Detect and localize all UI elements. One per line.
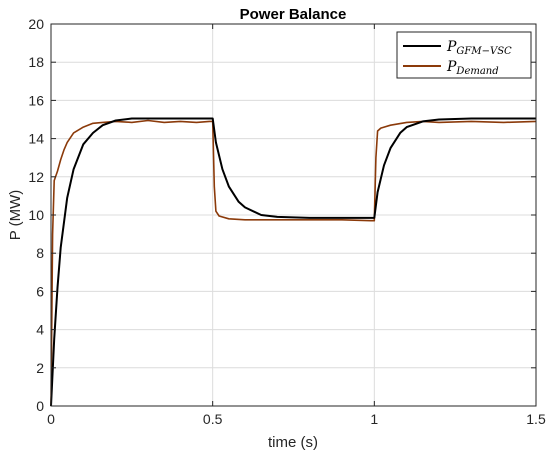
plot-area	[50, 117, 537, 407]
gfm-vsc-series-line	[50, 117, 536, 407]
chart-title: Power Balance	[240, 6, 347, 23]
x-tick-label: 1.5	[526, 411, 546, 427]
y-tick-label: 16	[28, 92, 44, 108]
y-tick-label: 12	[28, 169, 44, 185]
ticks: 0 0.5 1 1.5 0 2 4 6 8 10 12 14 16 18 20	[28, 16, 546, 427]
y-tick-label: 6	[36, 283, 44, 299]
x-tick-label: 1	[370, 411, 378, 427]
y-tick-label: 10	[28, 207, 44, 223]
y-tick-label: 20	[28, 16, 44, 32]
legend-box	[396, 31, 532, 79]
y-tick-label: 14	[28, 131, 44, 147]
y-tick-label: 2	[36, 360, 44, 376]
legend-entry-label: PGFM−VSC	[446, 39, 512, 57]
x-tick-label: 0.5	[203, 411, 223, 427]
y-tick-label: 18	[28, 54, 44, 70]
y-axis-label: P (MW)	[7, 190, 24, 241]
demand-series-line	[50, 119, 537, 407]
legend: PGFM−VSC PDemand	[396, 31, 532, 79]
x-axis-label: time (s)	[268, 434, 318, 451]
y-tick-label: 4	[36, 322, 44, 338]
y-tick-label: 0	[36, 398, 44, 414]
x-tick-label: 0	[47, 411, 55, 427]
y-tick-label: 8	[36, 245, 44, 261]
legend-entry-label: PDemand	[446, 59, 499, 77]
